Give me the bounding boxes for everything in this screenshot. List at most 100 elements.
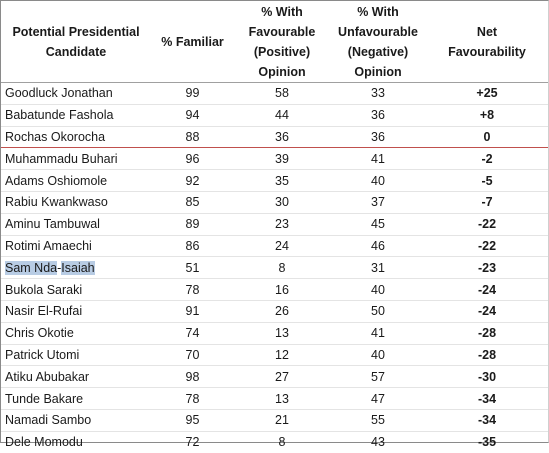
favourable-value: 16 (234, 278, 330, 301)
table-row: Namadi Sambo 95 21 55 -34 (1, 409, 548, 432)
favourable-value: 44 (234, 104, 330, 127)
familiar-value: 70 (151, 344, 234, 367)
candidate-name: Rotimi Amaechi (1, 235, 151, 258)
table-row: Nasir El-Rufai 91 26 50 -24 (1, 300, 548, 323)
candidate-name: Patrick Utomi (1, 344, 151, 367)
header-line: Net (476, 24, 498, 39)
table-row: Adams Oshiomole 92 35 40 -5 (1, 169, 548, 192)
net-value: -5 (426, 169, 548, 192)
familiar-value: 78 (151, 387, 234, 410)
table-body: Goodluck Jonathan 99 58 33 +25 Babatunde… (1, 82, 548, 453)
highlighted-text: Sam Nda (5, 260, 58, 275)
table-header: Potential Presidential Candidate % Famil… (1, 1, 548, 83)
name-hyphen: - (57, 260, 62, 275)
unfavourable-value: 46 (330, 235, 426, 258)
table-row: Goodluck Jonathan 99 58 33 +25 (1, 82, 548, 105)
header-line: % Familiar (161, 34, 224, 49)
net-value: -28 (426, 322, 548, 345)
favourable-value: 26 (234, 300, 330, 323)
table-row: Tunde Bakare 78 13 47 -34 (1, 387, 548, 410)
unfavourable-value: 33 (330, 82, 426, 105)
header-line: Opinion (258, 64, 306, 79)
net-value: -2 (426, 147, 548, 171)
familiar-value: 86 (151, 235, 234, 258)
favourable-value: 13 (234, 387, 330, 410)
familiar-value: 78 (151, 278, 234, 301)
unfavourable-value: 40 (330, 344, 426, 367)
net-value: -7 (426, 191, 548, 214)
candidate-name: Aminu Tambuwal (1, 213, 151, 236)
favourable-value: 12 (234, 344, 330, 367)
unfavourable-value: 36 (330, 126, 426, 149)
familiar-value: 99 (151, 82, 234, 105)
familiar-value: 74 (151, 322, 234, 345)
net-value: -34 (426, 409, 548, 432)
familiar-value: 51 (151, 256, 234, 280)
header-line: Favourability (448, 44, 526, 59)
unfavourable-value: 41 (330, 322, 426, 345)
net-value: -30 (426, 365, 548, 389)
table-row: Dele Momodu 72 8 43 -35 (1, 431, 548, 452)
unfavourable-value: 41 (330, 147, 426, 171)
candidate-name: Nasir El-Rufai (1, 300, 151, 323)
table-row: Atiku Abubakar 98 27 57 -30 (1, 365, 548, 389)
header-line: Unfavourable (338, 24, 418, 39)
favourable-value: 8 (234, 256, 330, 280)
net-value: -24 (426, 278, 548, 301)
candidate-name: Namadi Sambo (1, 409, 151, 432)
header-line: Potential Presidential (12, 24, 140, 39)
favourable-value: 23 (234, 213, 330, 236)
familiar-value: 96 (151, 147, 234, 171)
candidate-name: Sam Nda-Isaiah (1, 256, 151, 280)
net-value: -28 (426, 344, 548, 367)
favourable-value: 8 (278, 435, 286, 450)
candidate-name: Rabiu Kwankwaso (1, 191, 151, 214)
familiar-value: 91 (151, 300, 234, 323)
unfavourable-value: 57 (330, 365, 426, 389)
favourable-value: 27 (234, 365, 330, 389)
candidate-name: Dele Momodu (5, 435, 83, 450)
familiar-value: 92 (151, 169, 234, 192)
table-row: Rabiu Kwankwaso 85 30 37 -7 (1, 191, 548, 214)
header-line: % With (261, 4, 303, 19)
unfavourable-value: 31 (330, 256, 426, 280)
table-row: Chris Okotie 74 13 41 -28 (1, 322, 548, 345)
unfavourable-value: 43 (371, 435, 385, 450)
header-favourable: % With Favourable (Positive) Opinion (234, 1, 330, 83)
header-familiar: % Familiar (151, 1, 234, 83)
table-row: Rotimi Amaechi 86 24 46 -22 (1, 235, 548, 258)
header-line: Opinion (354, 64, 402, 79)
familiar-value: 85 (151, 191, 234, 214)
candidate-name: Atiku Abubakar (1, 365, 151, 389)
net-value: -35 (477, 435, 497, 450)
unfavourable-value: 47 (330, 387, 426, 410)
net-value: +25 (426, 82, 548, 105)
table-row: Babatunde Fashola 94 44 36 +8 (1, 104, 548, 127)
favourable-value: 21 (234, 409, 330, 432)
candidate-name: Chris Okotie (1, 322, 151, 345)
familiar-value: 89 (151, 213, 234, 236)
header-candidate: Potential Presidential Candidate (1, 1, 151, 83)
candidate-name: Babatunde Fashola (1, 104, 151, 127)
favourable-value: 39 (234, 147, 330, 171)
net-value: -22 (426, 235, 548, 258)
header-line: Candidate (45, 44, 107, 59)
header-line: (Negative) (347, 44, 409, 59)
familiar-value: 94 (151, 104, 234, 127)
highlighted-text: Isaiah (61, 260, 95, 275)
table-row: Bukola Saraki 78 16 40 -24 (1, 278, 548, 301)
net-value: 0 (426, 126, 548, 149)
net-value: -34 (426, 387, 548, 410)
net-value: +8 (426, 104, 548, 127)
candidate-name: Tunde Bakare (1, 387, 151, 410)
unfavourable-value: 45 (330, 213, 426, 236)
candidate-name: Adams Oshiomole (1, 169, 151, 192)
table-row: Patrick Utomi 70 12 40 -28 (1, 344, 548, 367)
favourable-value: 24 (234, 235, 330, 258)
unfavourable-value: 37 (330, 191, 426, 214)
unfavourable-value: 40 (330, 169, 426, 192)
table-row: Aminu Tambuwal 89 23 45 -22 (1, 213, 548, 236)
header-unfavourable: % With Unfavourable (Negative) Opinion (330, 1, 426, 83)
